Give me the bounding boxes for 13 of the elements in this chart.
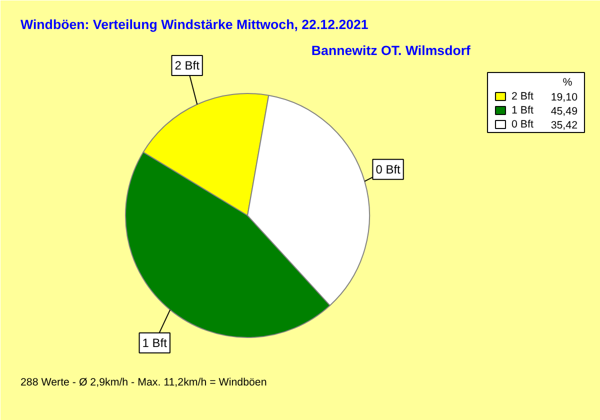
data-label: 19,10 — [550, 92, 578, 104]
legend-label: 2 Bft — [512, 90, 534, 102]
slice-label: 2 Bft — [174, 58, 200, 72]
legend-title: % — [562, 76, 573, 88]
legend-label: 1 Bft — [512, 104, 534, 116]
text: 288 Werte - Ø 2,9km/h - Max. 11,2km/h = Windböen — [20, 376, 267, 388]
data-label: 35,42 — [550, 120, 578, 132]
chart-title: Windböen: Verteilung Windstärke Mittwoch, 22.12.2021 — [20, 17, 369, 32]
data-label: 45,49 — [550, 106, 578, 118]
slice-label: 0 Bft — [376, 162, 402, 176]
chart-subtitle: Bannewitz OT. Wilmsdorf — [311, 43, 472, 58]
slice-label: 1 Bft — [142, 336, 168, 350]
legend-label: 0 Bft — [512, 118, 534, 130]
